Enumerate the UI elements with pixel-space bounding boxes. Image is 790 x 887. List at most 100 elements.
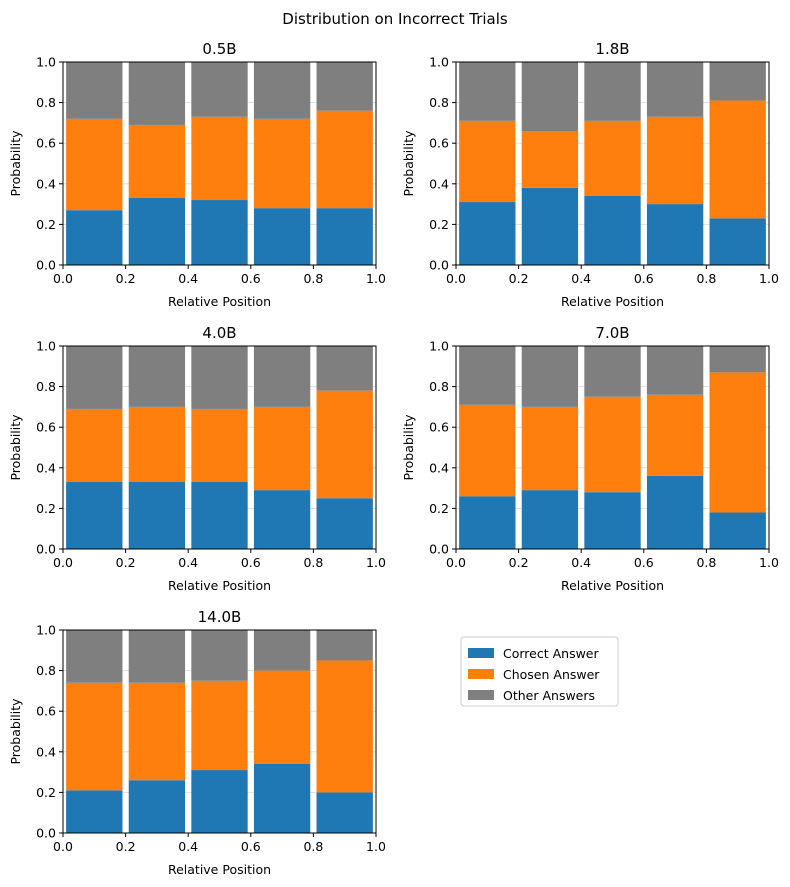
x-tick-label: 0.8 bbox=[303, 271, 323, 286]
y-tick-label: 0.2 bbox=[429, 217, 449, 232]
x-tick-label: 0.2 bbox=[116, 271, 136, 286]
y-tick-label: 0.4 bbox=[36, 460, 56, 475]
correct-segment bbox=[709, 512, 766, 549]
chosen-segment bbox=[584, 396, 641, 493]
y-tick-label: 0.4 bbox=[429, 460, 449, 475]
correct-segment bbox=[646, 475, 704, 549]
correct-segment bbox=[709, 218, 766, 265]
chosen-segment bbox=[316, 390, 373, 499]
x-tick-label: 0.8 bbox=[696, 271, 716, 286]
y-tick-label: 0.6 bbox=[429, 136, 449, 151]
other-segment bbox=[709, 346, 766, 373]
chosen-segment bbox=[459, 404, 516, 497]
correct-segment bbox=[191, 200, 248, 265]
subplot-title: 1.8B bbox=[595, 40, 629, 58]
x-tick-label: 0.2 bbox=[116, 555, 136, 570]
chosen-segment bbox=[191, 116, 248, 201]
subplot-14.0B: 0.0 0.2 0.4 0.6 0.8 1.0 0.0 0.2 0.4 0.6 0.8 1.0 Rela… bbox=[8, 608, 386, 877]
other-segment bbox=[128, 346, 186, 407]
y-tick-label: 0.8 bbox=[429, 95, 449, 110]
x-axis-label: Relative Position bbox=[561, 294, 664, 309]
other-segment bbox=[128, 62, 186, 125]
correct-segment bbox=[191, 482, 248, 549]
y-tick-label: 0.8 bbox=[36, 379, 56, 394]
chosen-segment bbox=[66, 682, 123, 791]
other-segment bbox=[646, 62, 704, 117]
y-tick-label: 0.2 bbox=[429, 501, 449, 516]
x-tick-label: 0.0 bbox=[53, 271, 73, 286]
y-tick-label: 0.2 bbox=[36, 217, 56, 232]
correct-segment bbox=[459, 202, 516, 265]
correct-segment bbox=[584, 492, 641, 549]
x-tick-label: 0.4 bbox=[178, 555, 198, 570]
x-axis-label: Relative Position bbox=[168, 578, 271, 593]
other-segment bbox=[191, 62, 248, 117]
chosen-segment bbox=[709, 372, 766, 513]
chosen-segment bbox=[66, 118, 123, 211]
correct-segment bbox=[191, 770, 248, 833]
x-tick-label: 0.8 bbox=[303, 839, 323, 854]
subplot-4.0B: 0.0 0.2 0.4 0.6 0.8 1.0 0.0 0.2 0.4 0.6 0.8 1.0 Rela… bbox=[8, 324, 386, 593]
legend-box bbox=[460, 636, 619, 707]
legend-label: Correct Answer bbox=[503, 646, 599, 661]
other-segment bbox=[521, 62, 579, 132]
axes-frame bbox=[455, 61, 770, 266]
y-tick-label: 0.0 bbox=[36, 826, 56, 841]
chosen-segment bbox=[521, 406, 579, 491]
chosen-segment bbox=[66, 408, 123, 483]
legend-label: Chosen Answer bbox=[503, 667, 600, 682]
y-tick-label: 1.0 bbox=[36, 55, 56, 70]
x-tick-label: 1.0 bbox=[759, 555, 779, 570]
y-tick-label: 0.8 bbox=[429, 379, 449, 394]
other-segment bbox=[646, 346, 704, 395]
y-axis-label: Probability bbox=[401, 130, 416, 197]
figure-title: Distribution on Incorrect Trials bbox=[282, 10, 508, 28]
other-segment bbox=[709, 62, 766, 101]
y-tick-label: 1.0 bbox=[429, 55, 449, 70]
axes-frame bbox=[62, 629, 377, 834]
chosen-segment bbox=[316, 660, 373, 793]
x-tick-label: 0.0 bbox=[446, 271, 466, 286]
chosen-segment bbox=[191, 680, 248, 771]
y-tick-label: 0.6 bbox=[36, 136, 56, 151]
correct-segment bbox=[316, 208, 373, 265]
chosen-segment bbox=[709, 100, 766, 219]
other-segment bbox=[459, 62, 516, 121]
x-tick-label: 0.8 bbox=[303, 555, 323, 570]
subplot-title: 14.0B bbox=[198, 608, 242, 626]
y-tick-label: 0.4 bbox=[429, 176, 449, 191]
chosen-segment bbox=[128, 682, 186, 781]
correct-segment bbox=[316, 792, 373, 833]
chosen-segment bbox=[584, 120, 641, 196]
chosen-segment bbox=[128, 124, 186, 199]
correct-segment bbox=[66, 790, 123, 833]
other-segment bbox=[584, 346, 641, 397]
y-tick-label: 0.6 bbox=[429, 420, 449, 435]
subplot-title: 0.5B bbox=[202, 40, 236, 58]
y-tick-label: 1.0 bbox=[36, 339, 56, 354]
x-tick-label: 0.6 bbox=[241, 839, 261, 854]
correct-segment bbox=[521, 187, 579, 265]
chosen-segment bbox=[253, 406, 311, 491]
legend-swatch bbox=[468, 690, 494, 700]
other-segment bbox=[253, 630, 311, 671]
x-tick-label: 1.0 bbox=[759, 271, 779, 286]
correct-segment bbox=[128, 780, 186, 833]
x-tick-label: 0.2 bbox=[509, 271, 529, 286]
y-axis-label: Probability bbox=[8, 414, 23, 481]
other-segment bbox=[128, 630, 186, 683]
x-tick-label: 0.2 bbox=[116, 839, 136, 854]
correct-segment bbox=[253, 490, 311, 549]
chosen-segment bbox=[646, 116, 704, 205]
other-segment bbox=[66, 346, 123, 409]
y-tick-label: 0.4 bbox=[36, 744, 56, 759]
chosen-segment bbox=[521, 131, 579, 188]
x-tick-label: 0.6 bbox=[634, 555, 654, 570]
x-tick-label: 0.4 bbox=[571, 271, 591, 286]
x-tick-label: 0.0 bbox=[53, 555, 73, 570]
other-segment bbox=[316, 346, 373, 391]
subplot-1.8B: 0.0 0.2 0.4 0.6 0.8 1.0 0.0 0.2 0.4 0.6 0.8 1.0 Rela… bbox=[401, 40, 779, 309]
other-segment bbox=[191, 346, 248, 409]
y-tick-label: 1.0 bbox=[429, 339, 449, 354]
